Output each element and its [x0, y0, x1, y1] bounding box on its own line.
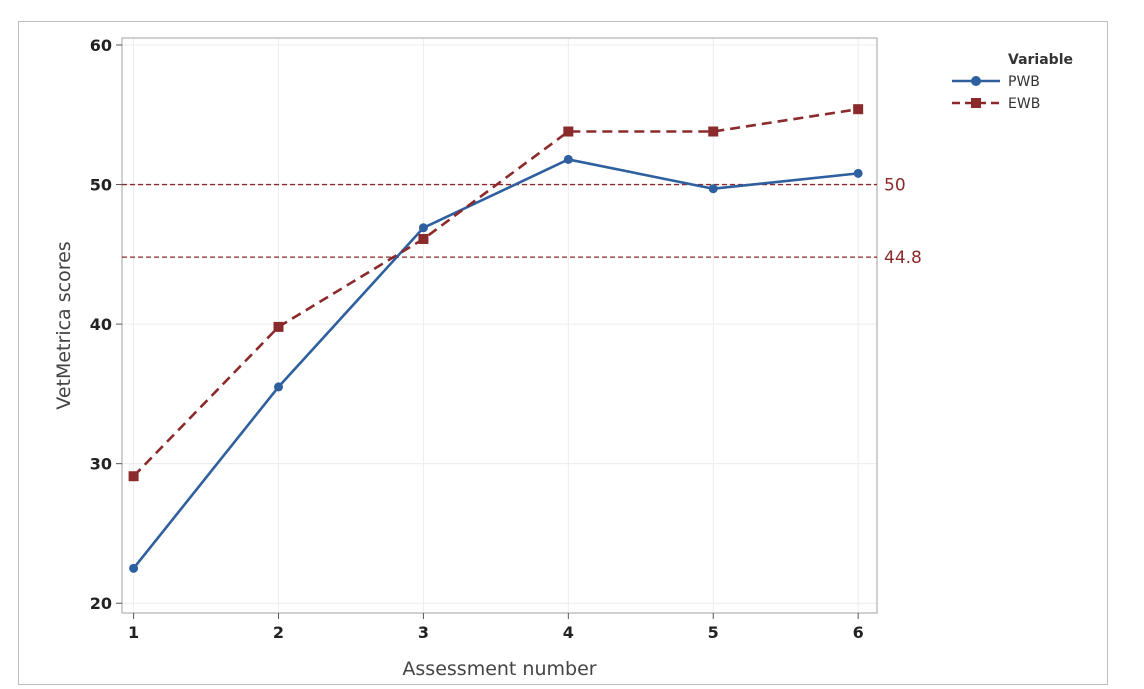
data-point-pwb	[274, 382, 284, 392]
axis-ticks: 1 2 3 4 5 6 20 30 40 50 60	[90, 36, 864, 642]
x-tick-label: 6	[853, 623, 864, 642]
series-line-ewb	[132, 107, 859, 478]
x-axis-label: Assessment number	[402, 658, 596, 680]
x-tick-label: 4	[563, 623, 574, 642]
data-point-pwb	[418, 223, 428, 233]
plot-area	[121, 37, 878, 614]
y-tick-label: 60	[90, 36, 112, 55]
reference-lines: 50 44.8	[122, 176, 922, 268]
x-tick-label: 1	[128, 623, 139, 642]
data-point-ewb	[708, 126, 719, 137]
series-line-pwb	[132, 158, 859, 570]
data-point-ewb	[418, 233, 429, 244]
data-point-pwb	[853, 168, 863, 178]
data-point-pwb	[708, 184, 718, 194]
x-tick-label: 2	[273, 623, 284, 642]
x-tick-label: 3	[418, 623, 429, 642]
y-tick-label: 50	[90, 176, 112, 195]
data-point-ewb	[128, 471, 139, 482]
data-point-ewb	[563, 126, 574, 137]
y-tick-label: 30	[90, 455, 112, 474]
data-point-pwb	[563, 154, 573, 164]
data-point-ewb	[853, 104, 864, 115]
legend-marker-pwb	[971, 76, 981, 86]
reference-line-label: 50	[884, 176, 906, 196]
y-tick-label: 40	[90, 315, 112, 334]
figure-frame	[18, 21, 1108, 685]
data-point-pwb	[129, 563, 139, 573]
reference-line-label: 44.8	[884, 248, 922, 268]
y-tick-label: 20	[90, 594, 112, 613]
data-point-ewb	[273, 321, 284, 332]
x-tick-label: 5	[708, 623, 719, 642]
legend: Variable PWB EWB	[952, 52, 1073, 112]
data-series	[128, 104, 864, 573]
y-axis-label: VetMetrica scores	[53, 241, 75, 409]
legend-label-ewb: EWB	[1008, 96, 1040, 112]
legend-label-pwb: PWB	[1008, 74, 1040, 90]
legend-marker-ewb	[971, 98, 981, 108]
legend-title: Variable	[1008, 52, 1073, 68]
